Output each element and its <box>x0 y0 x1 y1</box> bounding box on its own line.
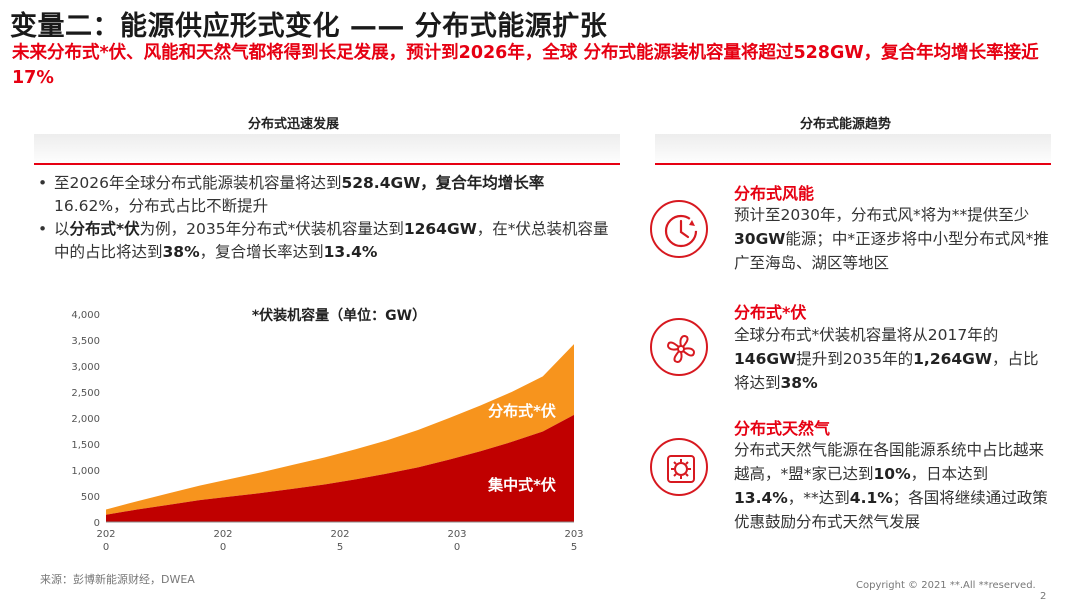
y-tick-label: 4,000 <box>71 310 100 321</box>
bullet-item-2: 以分布式*伏为例，2035年分布式*伏装机容量达到1264GW，在*伏总装机容量… <box>38 218 618 264</box>
y-axis: 0 500 1,000 1,500 2,000 2,500 3,000 3,500 4,000 <box>71 310 100 529</box>
source-note: 来源：彭博新能源财经，DWEA <box>40 573 195 586</box>
left-section-heading: 分布式迅速发展 <box>248 117 340 132</box>
x-axis: 202 0 202 0 202 5 203 0 203 5 <box>96 529 583 553</box>
x-tick-label: 202 5 <box>330 529 349 553</box>
area-centralized-pv <box>106 414 574 522</box>
trend-text-pv: 全球分布式*伏装机容量将从2017年的146GW提升到2035年的1,264GW… <box>734 326 1039 392</box>
x-tick-label: 203 0 <box>447 529 466 553</box>
bullet-item-1: 至2026年全球分布式能源装机容量将达到528.4GW，复合年均增长率 16.6… <box>38 172 618 218</box>
x-tick-label: 202 0 <box>96 529 115 553</box>
y-tick-label: 2,000 <box>71 414 100 425</box>
y-tick-label: 500 <box>81 492 100 503</box>
page-title: 变量二：能源供应形式变化 —— 分布式能源扩张 <box>10 11 608 42</box>
trend-text-wind: 预计至2030年，分布式风*将为**提供至少30GW能源；中*正逐步将中小型分布… <box>734 206 1049 272</box>
copyright: Copyright © 2021 **.All **reserved. <box>856 580 1036 591</box>
x-tick-label: 203 5 <box>564 529 583 553</box>
right-section-heading: 分布式能源趋势 <box>800 117 892 132</box>
gear-icon <box>650 438 708 496</box>
x-tick-label: 202 0 <box>213 529 232 553</box>
trend-text-gas: 分布式天然气能源在各国能源系统中占比越来越高，*盟*家已达到10%，日本达到13… <box>734 441 1048 531</box>
fan-icon <box>650 318 708 376</box>
y-tick-label: 1,500 <box>71 440 100 451</box>
chart-areas <box>106 344 574 523</box>
trend-title-gas: 分布式天然气 <box>734 419 831 438</box>
clock-icon <box>650 200 708 258</box>
chart-title: *伏装机容量（单位：GW） <box>252 307 426 324</box>
label-distributed-pv: 分布式*伏 <box>488 402 556 420</box>
trend-title-pv: 分布式*伏 <box>734 303 807 322</box>
y-tick-label: 2,500 <box>71 388 100 399</box>
left-bullet-list: 至2026年全球分布式能源装机容量将达到528.4GW，复合年均增长率 16.6… <box>38 172 618 264</box>
area-distributed-pv <box>106 344 574 515</box>
trend-title-wind: 分布式风能 <box>734 184 815 203</box>
right-divider <box>655 163 1051 165</box>
page-number: 2 <box>1040 591 1047 602</box>
pv-capacity-area-chart: *伏装机容量（单位：GW） 0 500 1,000 1,500 2,000 2,500 3,… <box>71 307 583 553</box>
left-header-band <box>34 134 620 166</box>
left-divider <box>34 163 620 165</box>
y-tick-label: 3,500 <box>71 336 100 347</box>
y-tick-label: 0 <box>94 518 100 529</box>
right-header-band <box>655 134 1051 166</box>
page-subtitle: 未来分布式*伏、风能和天然气都将得到长足发展，预计到2026年，全球 分布式能源… <box>12 43 1039 88</box>
label-centralized-pv: 集中式*伏 <box>487 476 556 494</box>
y-tick-label: 1,000 <box>71 466 100 477</box>
y-tick-label: 3,000 <box>71 362 100 373</box>
